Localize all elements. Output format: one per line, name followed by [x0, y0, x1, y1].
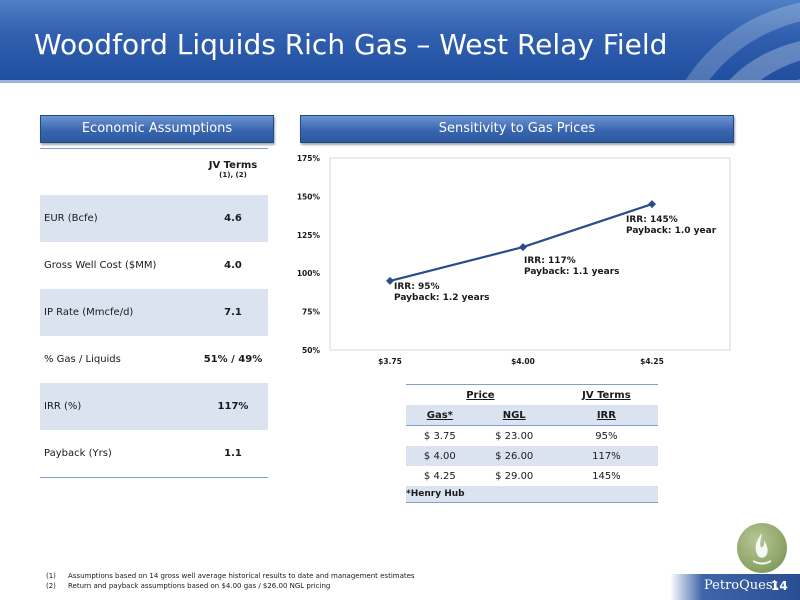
logo-bar — [670, 574, 800, 600]
ngl-price-cell: $ 29.00 — [495, 470, 534, 482]
x-tick-label: $3.75 — [378, 357, 402, 366]
economic-assumptions-header: Economic Assumptions — [40, 115, 274, 143]
irr-sensitivity-chart: 50% 75% 100% 125% 150% 175% $3.75 $4.00 $4.25 IRR… — [297, 154, 731, 366]
footnote-number: (2) — [46, 582, 56, 590]
irr-cell: 145% — [592, 470, 621, 482]
footnote-text: Assumptions based on 14 gross well avera… — [68, 572, 415, 580]
y-tick-label: 50% — [302, 346, 320, 355]
title-underline — [0, 80, 800, 83]
ngl-header: NGL — [473, 405, 555, 426]
table-row: $ 3.75 $ 23.00 95% — [406, 426, 658, 447]
table-row: IP Rate (Mmcfe/d) 7.1 — [40, 289, 268, 336]
henry-hub-note: *Henry Hub — [406, 486, 658, 503]
table-row: IRR (%) 117% — [40, 383, 268, 430]
y-tick-label: 125% — [297, 231, 321, 240]
swoosh-decoration-icon — [685, 2, 800, 80]
title-banner — [0, 0, 800, 80]
irr-cell: 117% — [554, 446, 658, 466]
annotation-irr: IRR: 117% — [524, 256, 576, 266]
table-row: Payback (Yrs) 1.1 — [40, 430, 268, 478]
table-note-row: *Henry Hub — [406, 486, 658, 503]
slide-title: Woodford Liquids Rich Gas – West Relay F… — [34, 28, 668, 61]
row-value: 1.1 — [198, 430, 268, 478]
page-number: 14 — [771, 579, 788, 593]
petroquest-flame-logo-icon — [737, 523, 787, 573]
flame-icon — [753, 533, 771, 565]
x-tick-label: $4.00 — [511, 357, 535, 366]
row-label: % Gas / Liquids — [44, 354, 121, 365]
irr-header: IRR — [554, 405, 658, 426]
row-value: 51% / 49% — [203, 354, 263, 365]
y-tick-label: 100% — [297, 269, 321, 278]
jv-terms-label: JV Terms — [208, 159, 258, 171]
table-row: $ 4.25 $ 29.00 145% — [406, 466, 658, 486]
gas-price-cell: $ 3.75 — [423, 430, 456, 442]
table-header-row: JV Terms (1), (2) — [40, 148, 268, 195]
annotation-payback: Payback: 1.1 years — [524, 267, 620, 277]
annotation-irr: IRR: 145% — [626, 215, 678, 225]
row-label: IP Rate (Mmcfe/d) — [40, 289, 198, 336]
company-logo-text: PetroQuest — [704, 578, 778, 593]
row-label: EUR (Bcfe) — [40, 195, 198, 242]
annotation-payback: Payback: 1.0 year — [626, 226, 717, 236]
footnote-text: Return and payback assumptions based on … — [68, 582, 331, 590]
jv-terms-header: JV Terms (1), (2) — [198, 148, 268, 195]
row-value: 4.6 — [198, 195, 268, 242]
gas-price-cell: $ 4.25 — [423, 470, 456, 482]
data-point-marker — [648, 200, 656, 209]
sub-header-row: Gas* NGL IRR — [406, 405, 658, 426]
y-tick-label: 75% — [302, 308, 320, 317]
data-point-marker — [386, 276, 394, 285]
table-row: EUR (Bcfe) 4.6 — [40, 195, 268, 242]
y-tick-label: 150% — [297, 192, 321, 201]
y-tick-label: 175% — [297, 154, 321, 163]
x-tick-label: $4.25 — [640, 357, 664, 366]
irr-cell: 95% — [595, 430, 618, 442]
table-row: % Gas / Liquids 51% / 49% — [40, 336, 268, 383]
sensitivity-header: Sensitivity to Gas Prices — [300, 115, 734, 143]
row-label: IRR (%) — [40, 383, 198, 430]
table-row: $ 4.00 $ 26.00 117% — [406, 446, 658, 466]
gas-header: Gas* — [406, 405, 474, 426]
row-value: 4.0 — [224, 260, 242, 271]
header-blank-cell — [40, 148, 198, 195]
ngl-price-cell: $ 23.00 — [495, 430, 534, 442]
jv-terms-group-header: JV Terms — [554, 384, 658, 405]
price-sensitivity-table: Price JV Terms Gas* NGL IRR $ 3.75 $ 23.… — [406, 384, 658, 503]
row-label: Payback (Yrs) — [40, 430, 198, 478]
data-point-marker — [519, 243, 527, 252]
row-value: 7.1 — [198, 289, 268, 336]
price-group-header: Price — [406, 384, 555, 405]
row-label: Gross Well Cost ($MM) — [44, 260, 157, 271]
annotation-irr: IRR: 95% — [394, 282, 439, 292]
gas-price-cell: $ 4.00 — [406, 446, 474, 466]
footnote-number: (1) — [46, 572, 56, 580]
footnote: (1) Assumptions based on 14 gross well av… — [46, 571, 415, 581]
economic-assumptions-table: JV Terms (1), (2) EUR (Bcfe) 4.6 Gross W… — [40, 148, 268, 478]
group-header-row: Price JV Terms — [406, 384, 658, 405]
footnote: (2) Return and payback assumptions based … — [46, 581, 415, 591]
table-row: Gross Well Cost ($MM) 4.0 — [40, 242, 268, 289]
ngl-price-cell: $ 26.00 — [473, 446, 555, 466]
row-value: 117% — [198, 383, 268, 430]
jv-terms-note: (1), (2) — [219, 170, 247, 179]
chart-frame — [329, 157, 731, 351]
footnotes: (1) Assumptions based on 14 gross well av… — [46, 571, 415, 591]
annotation-payback: Payback: 1.2 years — [394, 293, 490, 303]
